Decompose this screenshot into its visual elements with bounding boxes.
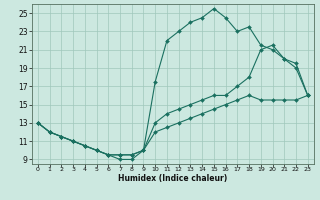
X-axis label: Humidex (Indice chaleur): Humidex (Indice chaleur) <box>118 174 228 183</box>
